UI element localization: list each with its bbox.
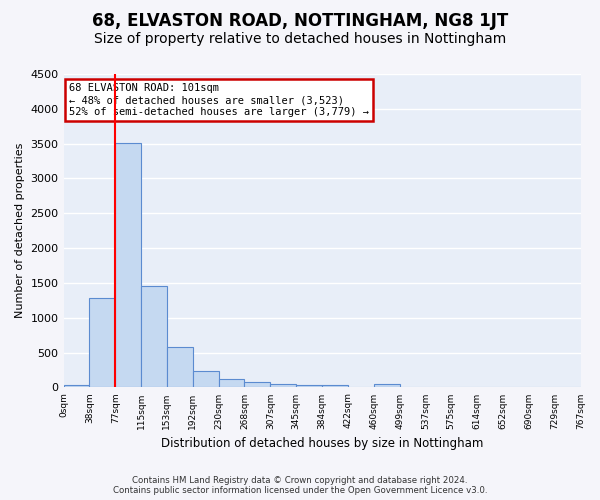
X-axis label: Distribution of detached houses by size in Nottingham: Distribution of detached houses by size … <box>161 437 483 450</box>
Bar <box>64 386 89 388</box>
Text: Contains HM Land Registry data © Crown copyright and database right 2024.
Contai: Contains HM Land Registry data © Crown c… <box>113 476 487 495</box>
Bar <box>296 384 322 388</box>
Bar <box>141 286 167 388</box>
Bar <box>167 348 193 388</box>
Text: Size of property relative to detached houses in Nottingham: Size of property relative to detached ho… <box>94 32 506 46</box>
Bar <box>271 384 296 388</box>
Bar <box>244 382 271 388</box>
Bar <box>374 384 400 388</box>
Text: 68, ELVASTON ROAD, NOTTINGHAM, NG8 1JT: 68, ELVASTON ROAD, NOTTINGHAM, NG8 1JT <box>92 12 508 30</box>
Bar <box>193 370 218 388</box>
Bar <box>322 384 348 388</box>
Bar <box>115 143 141 388</box>
Y-axis label: Number of detached properties: Number of detached properties <box>15 143 25 318</box>
Bar <box>218 380 244 388</box>
Bar <box>89 298 115 388</box>
Text: 68 ELVASTON ROAD: 101sqm
← 48% of detached houses are smaller (3,523)
52% of sem: 68 ELVASTON ROAD: 101sqm ← 48% of detach… <box>69 84 369 116</box>
